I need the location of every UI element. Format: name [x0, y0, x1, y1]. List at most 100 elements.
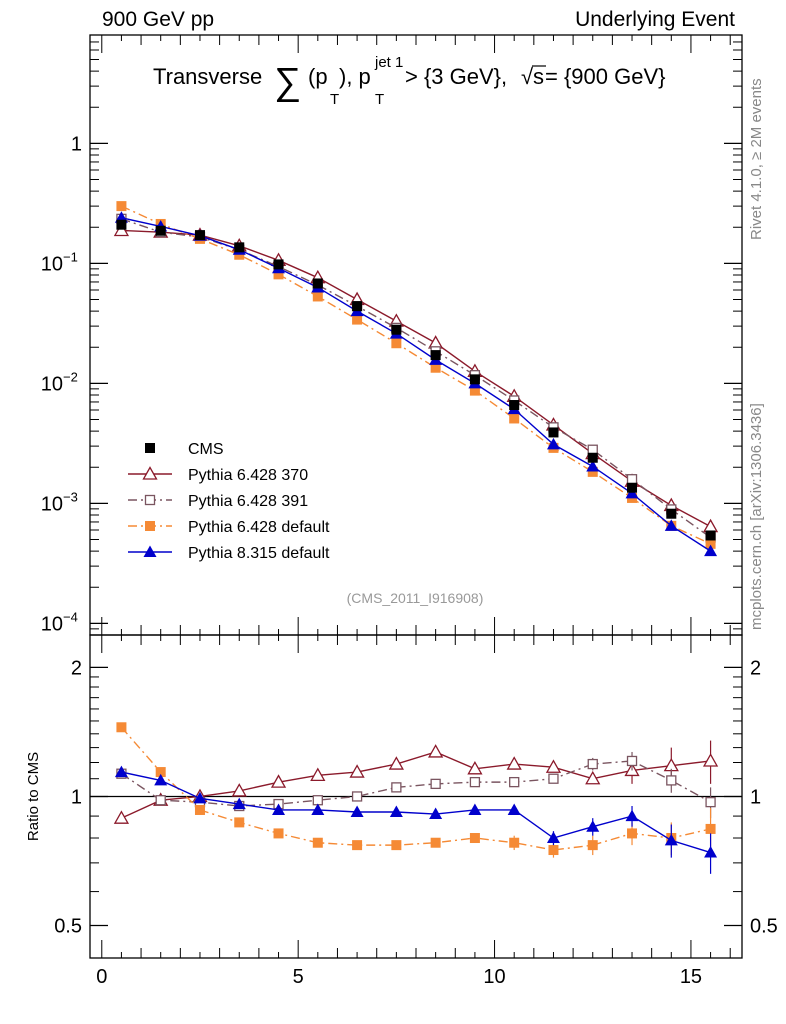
main-pythia-6-428-default-point: [509, 413, 520, 424]
ratio-pythia-6-428-391-point: [626, 755, 638, 767]
ratio-y-tick-label-right: 0.5: [750, 916, 778, 938]
ratio-pythia-8-315-default-point: [507, 803, 521, 815]
ratio-pythia-8-315-default-point: [704, 846, 718, 858]
title-prefix: Transverse: [153, 64, 262, 89]
ratio-pythia-6-428-370-point: [231, 783, 247, 797]
ratio-pythia-6-428-370-point: [428, 744, 444, 758]
title-pt-close: ), p: [339, 64, 371, 89]
ratio-pythia-6-428-370-line: [121, 751, 711, 819]
ratio-pythia-6-428-default-point: [273, 828, 284, 839]
main-pythia-6-428-default-point: [705, 538, 716, 549]
main-pythia-8-315-default-point: [664, 519, 678, 531]
title-threshold: > {3 GeV},: [405, 64, 507, 89]
ratio-pythia-6-428-default-line: [120, 726, 711, 851]
ratio-pythia-8-315-default-point: [193, 791, 207, 804]
ratio-pythia-6-428-391-point: [430, 778, 441, 790]
ratio-pythia-8-315-default-point: [114, 765, 128, 778]
main-pythia-6-428-391-point: [626, 474, 638, 485]
main-pythia-6-428-default-point: [391, 338, 402, 349]
ratio-y-tick-label: 2: [71, 657, 82, 679]
[object Object]-series-ratio-pythia-6-428-default: [116, 722, 716, 858]
header-left: 900 GeV pp: [102, 8, 215, 31]
ratio-pythia-8-315-default-point: [272, 803, 286, 815]
ratio-pythia-6-428-370-point: [270, 774, 287, 788]
ratio-pythia-6-428-391-point: [351, 791, 363, 802]
ratio-pythia-6-428-370-point: [506, 756, 522, 770]
main-y-tick-label: 1: [71, 133, 82, 155]
ratio-pythia-6-428-370-point: [702, 753, 719, 767]
legend-label-pythia-6-428-391: Pythia 6.428 391: [188, 493, 308, 510]
main-pythia-8-315-default-line: [121, 217, 711, 552]
legend-marker-pythia-6-428-default: [145, 521, 155, 531]
ratio-pythia-8-315-default-point: [232, 797, 246, 810]
ratio-pythia-6-428-391-point: [548, 773, 559, 784]
main-cms-point: [155, 225, 166, 236]
main-pythia-6-428-default-point: [352, 314, 363, 325]
ratio-pythia-6-428-391-line: [121, 760, 711, 807]
ratio-pythia-6-428-370-point: [388, 756, 404, 770]
x-tick-label: 0: [96, 966, 107, 988]
main-pythia-6-428-370-point: [702, 518, 719, 533]
title-pt-subscript: T: [330, 91, 339, 108]
ratio-pythia-6-428-default-point: [234, 817, 245, 828]
legend-label-cms: CMS: [188, 441, 224, 458]
source-label: mcplots.cern.ch [arXiv:1306.3436]: [748, 403, 765, 630]
main-y-tick-label: 10: [41, 253, 63, 275]
x-tick-label: 15: [680, 966, 702, 988]
main-pythia-6-428-default-point: [587, 466, 598, 477]
main-pythia-6-428-default-point: [234, 249, 245, 260]
main-y-tick-exponent: −2: [63, 369, 78, 384]
title-energy: = {900 GeV}: [545, 64, 666, 89]
ratio-pythia-8-315-default-point: [664, 833, 678, 846]
main-cms-point: [234, 242, 245, 253]
ratio-pythia-8-315-default-line: [121, 771, 711, 854]
x-tick-label: 10: [483, 966, 505, 988]
header-right: Underlying Event: [575, 8, 735, 31]
main-y-tick-exponent: −1: [63, 249, 78, 264]
main-pythia-8-315-default-point: [546, 437, 560, 450]
ratio-pythia-6-428-370-point: [467, 761, 483, 775]
legend-label-pythia-8-315-default: Pythia 8.315 default: [188, 545, 330, 562]
main-y-tick-exponent: −3: [63, 489, 78, 504]
main-cms-point: [509, 400, 520, 411]
x-tick-label: 5: [293, 966, 304, 988]
ratio-y-tick-label: 0.5: [54, 916, 82, 938]
legend-marker-pythia-8-315-default: [143, 545, 157, 557]
main-y-tick-label: 10: [41, 373, 63, 395]
main-pythia-6-428-370-line: [121, 229, 711, 528]
main-cms-point: [312, 278, 323, 289]
main-pythia-6-428-default-point: [116, 201, 127, 212]
main-pythia-6-428-default-point: [273, 269, 284, 280]
ratio-pythia-6-428-default-point: [509, 837, 520, 848]
ratio-pythia-6-428-370-point: [545, 759, 562, 773]
title-sqrt-symbol: √: [521, 64, 534, 89]
ratio-y-axis-label: Ratio to CMS: [25, 752, 42, 841]
ratio-pythia-8-315-default-point: [311, 803, 325, 815]
main-pythia-6-428-default-line: [121, 205, 711, 545]
ratio-pythia-6-428-370-point: [113, 810, 130, 824]
ratio-pythia-6-428-391-point: [705, 796, 716, 808]
main-pythia-6-428-370-point: [113, 222, 130, 237]
[object Object]-series-ratio-pythia-6-428-370: [113, 740, 719, 824]
ratio-pythia-6-428-default-point: [352, 840, 363, 851]
ratio-pythia-6-428-default-point: [430, 837, 441, 848]
ratio-y-tick-label-right: 1: [750, 786, 761, 808]
ratio-pythia-6-428-391-point: [391, 782, 402, 793]
main-cms-point: [430, 350, 441, 361]
legend-marker-pythia-6-428-370: [142, 466, 158, 480]
ratio-y-tick-label-right: 2: [750, 657, 761, 679]
main-cms-point: [705, 530, 716, 541]
ratio-pythia-8-315-default-point: [546, 831, 560, 844]
ratio-pythia-8-315-default-point: [586, 820, 600, 832]
main-cms-point: [548, 427, 559, 438]
ratio-pythia-6-428-370-point: [310, 767, 326, 782]
ratio-pythia-6-428-default-point: [194, 804, 205, 815]
main-cms-point: [666, 508, 677, 519]
main-pythia-6-428-default-point: [430, 362, 441, 373]
ratio-pythia-6-428-default-point: [391, 840, 402, 851]
ratio-pythia-6-428-default-point: [312, 837, 323, 848]
main-cms-point: [627, 482, 638, 493]
main-pythia-6-428-391-line: [121, 218, 711, 539]
main-cms-point: [587, 452, 598, 463]
